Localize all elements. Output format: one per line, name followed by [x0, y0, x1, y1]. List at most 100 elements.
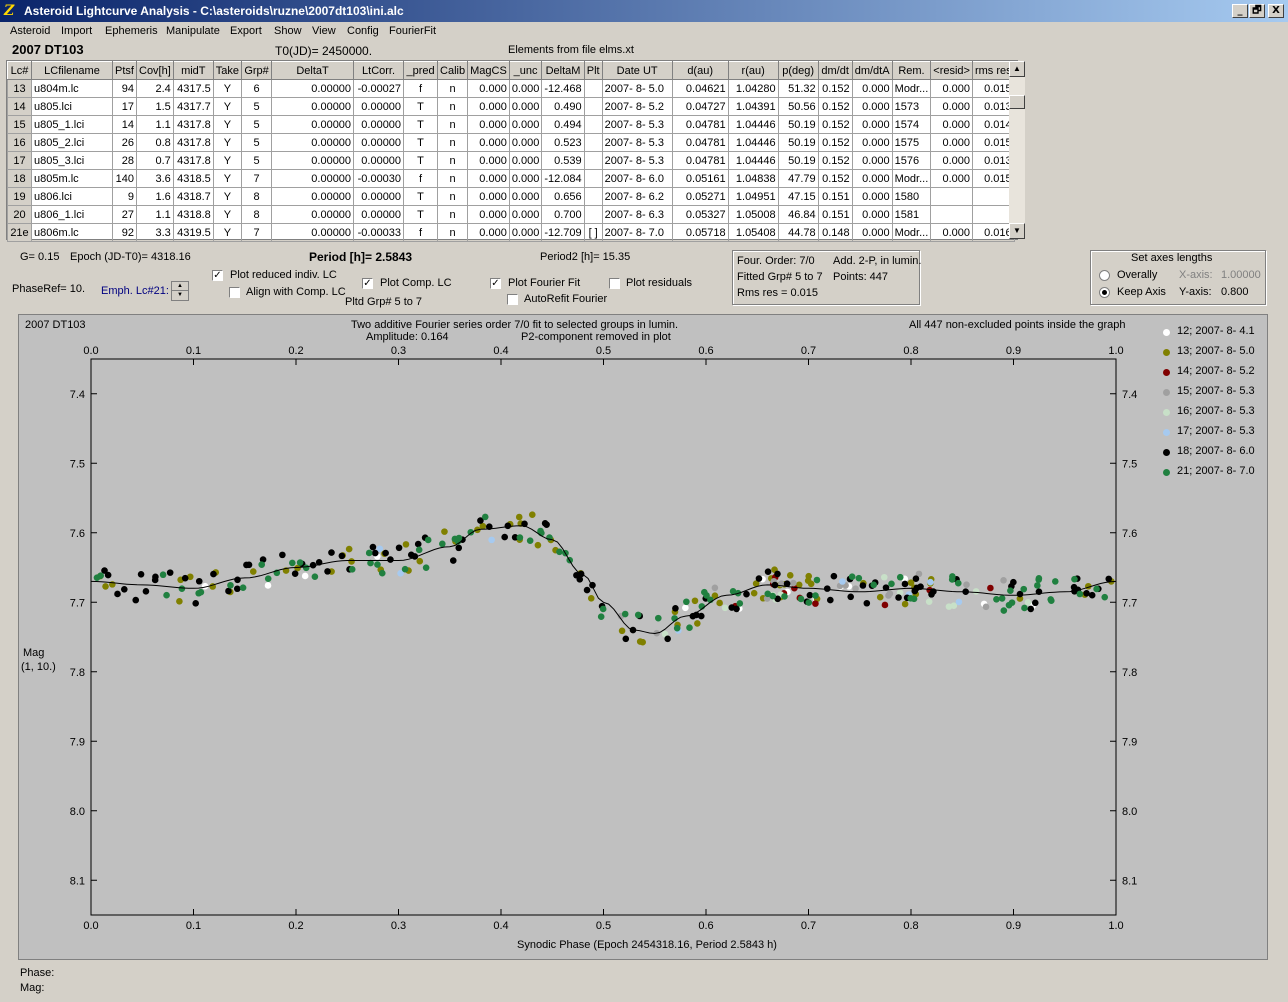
- table-cell[interactable]: 5: [241, 151, 273, 170]
- table-cell[interactable]: 0.000: [467, 151, 510, 170]
- table-cell[interactable]: 1.04391: [727, 97, 779, 116]
- menu-export[interactable]: Export: [230, 25, 262, 37]
- column-header[interactable]: MagCS: [467, 61, 510, 80]
- table-cell[interactable]: 0.523: [541, 133, 585, 152]
- table-cell[interactable]: 3.6: [136, 169, 174, 188]
- table-cell[interactable]: 2007- 8- 5.3: [601, 115, 673, 134]
- table-cell[interactable]: 0.00000: [271, 115, 355, 134]
- table-cell[interactable]: f: [403, 169, 439, 188]
- table-cell[interactable]: T: [403, 97, 439, 116]
- column-header[interactable]: _unc: [508, 61, 543, 80]
- table-cell[interactable]: 0.00000: [353, 187, 405, 206]
- table-cell[interactable]: 0.04781: [671, 133, 729, 152]
- table-cell[interactable]: 1.04838: [727, 169, 779, 188]
- table-cell[interactable]: 3.3: [136, 223, 174, 242]
- column-header[interactable]: Rem.: [891, 61, 932, 80]
- table-cell[interactable]: 2007- 8- 5.2: [601, 97, 673, 116]
- table-cell[interactable]: -12.468: [541, 79, 585, 98]
- table-cell[interactable]: 46.84: [777, 205, 819, 224]
- table-cell[interactable]: 2007- 8- 6.2: [601, 187, 673, 206]
- column-header[interactable]: DeltaM: [541, 61, 585, 80]
- menu-config[interactable]: Config: [347, 25, 379, 37]
- table-cell[interactable]: 0.00000: [353, 115, 405, 134]
- column-header[interactable]: Ptsf: [112, 61, 137, 80]
- table-cell[interactable]: 0.015: [971, 169, 1015, 188]
- table-cell[interactable]: 1.5: [136, 97, 174, 116]
- table-cell[interactable]: 7: [241, 169, 273, 188]
- table-cell[interactable]: f: [403, 223, 439, 242]
- table-cell[interactable]: 21e: [7, 223, 32, 242]
- table-cell[interactable]: [583, 169, 603, 188]
- table-cell[interactable]: 0.000: [930, 151, 973, 170]
- table-cell[interactable]: 1.1: [136, 205, 174, 224]
- table-cell[interactable]: 0.013: [971, 97, 1015, 116]
- table-cell[interactable]: 0.016: [971, 223, 1015, 242]
- table-cell[interactable]: 0.152: [817, 151, 853, 170]
- table-cell[interactable]: 0.05327: [671, 205, 729, 224]
- column-header[interactable]: midT: [172, 61, 214, 80]
- table-cell[interactable]: 4317.8: [172, 115, 214, 134]
- plot-comp-checkbox[interactable]: ✓: [362, 278, 373, 289]
- table-cell[interactable]: 27: [112, 205, 137, 224]
- table-cell[interactable]: 8: [241, 205, 273, 224]
- table-cell[interactable]: 0.000: [467, 187, 510, 206]
- table-cell[interactable]: 0.000: [930, 79, 973, 98]
- table-cell[interactable]: 0.152: [817, 133, 853, 152]
- table-cell[interactable]: 0.014: [971, 115, 1015, 134]
- table-cell[interactable]: 0.05271: [671, 187, 729, 206]
- table-cell[interactable]: 17: [112, 97, 137, 116]
- table-cell[interactable]: 0.000: [467, 133, 510, 152]
- table-cell[interactable]: 1574: [891, 115, 932, 134]
- table-cell[interactable]: 0.152: [817, 115, 853, 134]
- table-cell[interactable]: 28: [112, 151, 137, 170]
- table-cell[interactable]: 1.1: [136, 115, 174, 134]
- table-cell[interactable]: 2007- 8- 6.3: [601, 205, 673, 224]
- table-cell[interactable]: T: [403, 187, 439, 206]
- table-cell[interactable]: 1.05008: [727, 205, 779, 224]
- table-cell[interactable]: 1.04951: [727, 187, 779, 206]
- table-cell[interactable]: Y: [212, 79, 243, 98]
- table-cell[interactable]: 0.000: [508, 187, 543, 206]
- table-cell[interactable]: Y: [212, 169, 243, 188]
- table-cell[interactable]: Y: [212, 115, 243, 134]
- table-cell[interactable]: 0.00000: [353, 133, 405, 152]
- table-cell[interactable]: Y: [212, 151, 243, 170]
- table-cell[interactable]: [583, 79, 603, 98]
- column-header[interactable]: Date UT: [601, 61, 673, 80]
- table-cell[interactable]: n: [437, 151, 469, 170]
- table-cell[interactable]: 4319.5: [172, 223, 214, 242]
- table-cell[interactable]: Y: [212, 223, 243, 242]
- table-cell[interactable]: 14: [7, 97, 32, 116]
- column-header[interactable]: _pred: [403, 61, 439, 80]
- table-cell[interactable]: 4317.8: [172, 133, 214, 152]
- spin-up-icon[interactable]: ▲: [172, 282, 188, 291]
- table-cell[interactable]: T: [403, 115, 439, 134]
- table-cell[interactable]: 0.000: [467, 97, 510, 116]
- table-cell[interactable]: 20: [7, 205, 32, 224]
- table-cell[interactable]: 0.000: [508, 79, 543, 98]
- menu-import[interactable]: Import: [61, 25, 93, 37]
- table-row[interactable]: 21e u806m.lc 92 3.3 4319.5 Y 7 0.00000 -0.00033 f…: [7, 223, 1015, 242]
- table-cell[interactable]: u806_1.lci: [31, 205, 113, 224]
- table-cell[interactable]: 15: [7, 115, 32, 134]
- table-row[interactable]: 17 u805_3.lci 28 0.7 4317.8 Y 5 0.00000 0.00000 T…: [7, 151, 1015, 170]
- table-cell[interactable]: 92: [112, 223, 137, 242]
- table-cell[interactable]: n: [437, 187, 469, 206]
- table-cell[interactable]: Y: [212, 205, 243, 224]
- table-cell[interactable]: Modr...: [891, 79, 932, 98]
- table-cell[interactable]: 0.494: [541, 115, 585, 134]
- table-cell[interactable]: 0.00000: [271, 223, 355, 242]
- table-cell[interactable]: 1.6: [136, 187, 174, 206]
- table-cell[interactable]: [583, 151, 603, 170]
- table-cell[interactable]: 0.151: [817, 187, 853, 206]
- table-cell[interactable]: 5: [241, 115, 273, 134]
- table-cell[interactable]: n: [437, 169, 469, 188]
- column-header[interactable]: Calib: [437, 61, 469, 80]
- table-row[interactable]: 15 u805_1.lci 14 1.1 4317.8 Y 5 0.00000 0.00000 T…: [7, 115, 1015, 134]
- table-cell[interactable]: -0.00033: [353, 223, 405, 242]
- table-cell[interactable]: Y: [212, 97, 243, 116]
- column-header[interactable]: p(deg): [777, 61, 819, 80]
- x-axis-value[interactable]: 1.00000: [1221, 269, 1261, 281]
